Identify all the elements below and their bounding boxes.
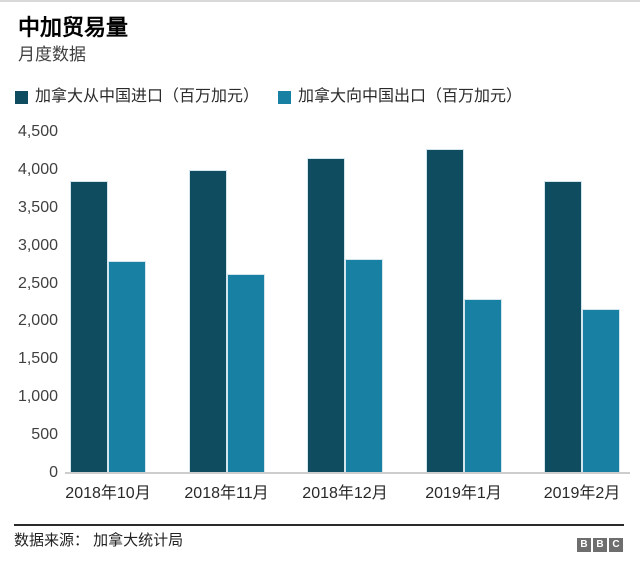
legend-label-exports: 加拿大向中国出口（百万加元） bbox=[298, 88, 523, 105]
legend-item-imports: 加拿大从中国进口（百万加元） bbox=[15, 89, 259, 105]
bar-exports bbox=[345, 259, 383, 473]
y-tick-label: 4,000 bbox=[17, 160, 58, 178]
bar-imports bbox=[70, 180, 108, 473]
bar-group bbox=[70, 132, 146, 473]
bar-imports bbox=[544, 181, 582, 473]
y-tick-label: 4,500 bbox=[17, 123, 58, 140]
bar-imports bbox=[188, 169, 227, 473]
y-tick-label: 1,500 bbox=[17, 350, 58, 368]
source-note: 数据来源： 加拿大统计局 bbox=[14, 532, 184, 549]
x-tick-label: 2018年11月 bbox=[184, 485, 269, 502]
legend-label-imports: 加拿大从中国进口（百万加元） bbox=[35, 88, 260, 105]
y-tick-label: 3,500 bbox=[17, 198, 58, 216]
bbc-logo-block: B bbox=[577, 538, 591, 552]
y-tick-label: 2,500 bbox=[17, 274, 58, 292]
plot-area bbox=[70, 132, 620, 473]
bar-exports bbox=[582, 309, 620, 473]
x-tick-label: 2019年1月 bbox=[425, 485, 502, 502]
y-tick-label: 500 bbox=[31, 426, 58, 444]
top-divider bbox=[0, 0, 640, 2]
bar-group bbox=[188, 132, 265, 473]
bar-group bbox=[307, 132, 383, 473]
bar-group bbox=[544, 132, 620, 473]
y-tick-label: 2,000 bbox=[17, 312, 58, 330]
x-tick-label: 2019年2月 bbox=[543, 485, 621, 502]
bbc-logo-block: B bbox=[593, 538, 607, 552]
chart-title: 中加贸易量 bbox=[18, 15, 129, 40]
footer-divider bbox=[14, 524, 624, 526]
y-tick-label: 3,000 bbox=[17, 236, 58, 254]
bar-group bbox=[425, 132, 502, 473]
bbc-logo-block: C bbox=[609, 538, 623, 552]
chart-subtitle: 月度数据 bbox=[18, 45, 86, 64]
bar-exports bbox=[463, 298, 502, 473]
y-tick-label: 1,000 bbox=[17, 388, 58, 406]
bar-imports bbox=[425, 149, 464, 473]
bar-exports bbox=[226, 274, 265, 473]
imports-color-swatch bbox=[15, 90, 28, 104]
y-tick-label: 0 bbox=[49, 464, 58, 481]
x-tick-label: 2018年10月 bbox=[65, 485, 151, 502]
legend-item-exports: 加拿大向中国出口（百万加元） bbox=[278, 89, 522, 105]
bar-imports bbox=[307, 157, 345, 473]
x-tick-label: 2018年12月 bbox=[302, 485, 388, 502]
bar-exports bbox=[108, 260, 146, 473]
exports-color-swatch bbox=[278, 90, 291, 104]
x-axis-line bbox=[65, 472, 630, 474]
